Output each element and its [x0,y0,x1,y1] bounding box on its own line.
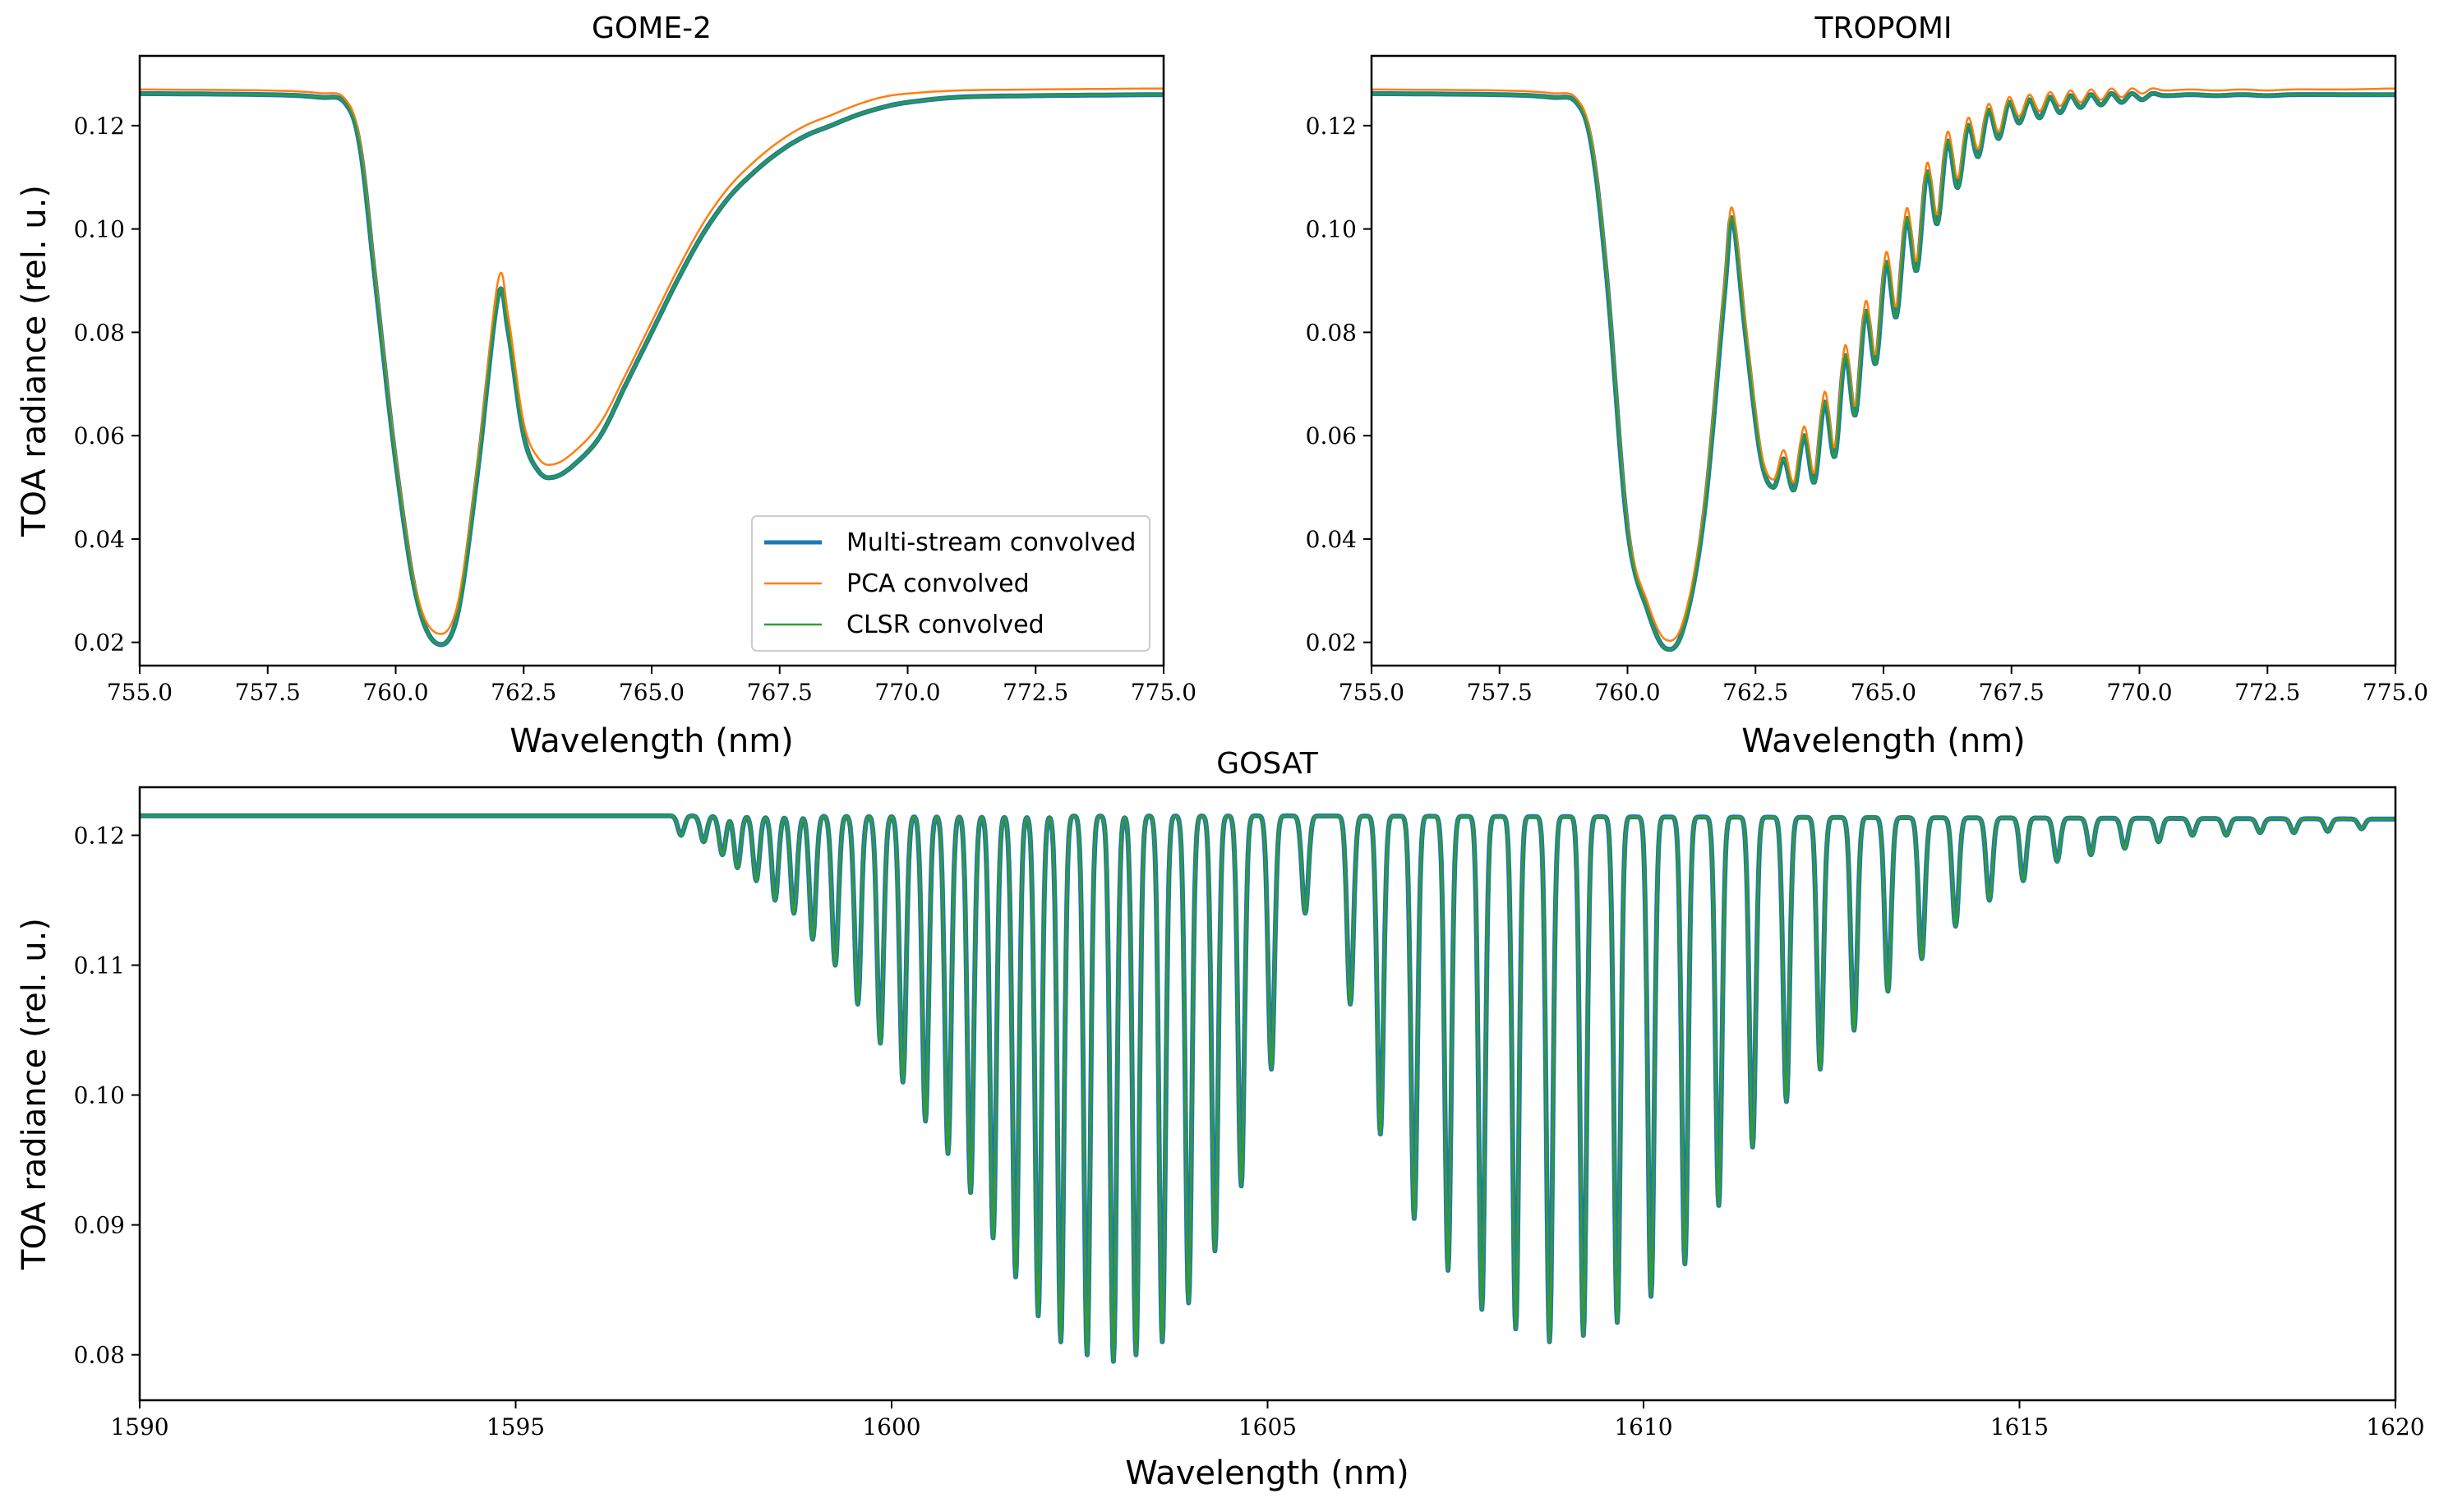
tropomi-x-tick-label: 755.0 [1339,679,1404,706]
gosat-x-tick-label: 1610 [1614,1413,1672,1441]
gome2-series-clsr-convolved [140,92,1164,646]
gosat-y-tick-label: 0.12 [74,822,125,849]
tropomi-x-tick-label: 775.0 [2363,679,2428,706]
tropomi-y-tick-label: 0.04 [1306,526,1357,553]
gosat-plot-area [140,813,2395,1364]
gome2-x-tick-label: 762.5 [491,679,556,706]
gome2-y-tick-label: 0.06 [74,422,125,449]
tropomi-x-tick-label: 772.5 [2234,679,2300,706]
gosat-x-tick-label: 1600 [862,1413,920,1441]
tropomi-frame [1370,54,2397,667]
tropomi-x-tick-label: 770.0 [2106,679,2172,706]
gosat-x-tick-label: 1620 [2366,1413,2424,1441]
gome2-y-tick-label: 0.10 [74,216,125,243]
gome2-x-tick-label: 765.0 [619,679,685,706]
gosat-y-tick-label: 0.08 [74,1342,125,1369]
gome2-x-axis-label: Wavelength (nm) [509,722,794,760]
gome2-y-ticks: 0.02 0.04 0.06 0.08 0.10 0.12 [74,113,140,657]
gome2-x-tick-label: 772.5 [1003,679,1068,706]
gosat-y-tick-label: 0.09 [74,1212,125,1239]
tropomi-title: TROPOMI [1814,12,1952,45]
tropomi-y-tick-label: 0.12 [1306,113,1357,140]
legend-label-pca: PCA convolved [846,569,1030,598]
tropomi-panel: TROPOMI 755.0 757.5 760.0 762.5 765.0 767.5 77… [1306,12,2428,760]
legend: Multi-stream convolved PCA convolved CLS… [751,515,1150,652]
gosat-series-multi-stream-convolved [140,813,2395,1364]
tropomi-x-ticks: 755.0 757.5 760.0 762.5 765.0 767.5 770.0 772.5… [1339,666,2428,706]
tropomi-x-tick-label: 762.5 [1722,679,1788,706]
legend-frame [751,515,1150,652]
tropomi-series-clsr-convolved [1372,92,2395,651]
gome2-x-tick-label: 757.5 [235,679,301,706]
tropomi-x-tick-label: 765.0 [1851,679,1916,706]
tropomi-y-tick-label: 0.02 [1306,629,1357,657]
gosat-series-clsr-convolved [140,814,2395,1362]
gosat-x-axis-label: Wavelength (nm) [1125,1454,1409,1492]
tropomi-y-ticks: 0.02 0.04 0.06 0.08 0.10 0.12 [1306,113,1372,657]
gome2-x-ticks: 755.0 757.5 760.0 762.5 765.0 767.5 770.0 772.5… [107,666,1196,706]
legend-label-multi-stream: Multi-stream convolved [846,528,1136,557]
legend-label-clsr: CLSR convolved [846,611,1044,639]
gosat-x-tick-label: 1590 [110,1413,168,1441]
gosat-x-tick-label: 1615 [1990,1413,2049,1441]
gome2-y-axis-label: TOA radiance (rel. u.) [16,185,53,537]
tropomi-x-tick-label: 757.5 [1467,679,1533,706]
tropomi-x-tick-label: 767.5 [1979,679,2045,706]
gosat-y-ticks: 0.08 0.09 0.10 0.11 0.12 [74,822,140,1369]
tropomi-x-axis-label: Wavelength (nm) [1741,722,2026,760]
gome2-title: GOME-2 [592,12,712,45]
gosat-title: GOSAT [1216,747,1319,781]
gome2-panel: GOME-2 755.0 757.5 760.0 762.5 765.0 767.5 770… [16,12,1196,760]
gome2-y-tick-label: 0.04 [74,526,125,553]
gome2-x-tick-label: 775.0 [1131,679,1196,706]
tropomi-y-tick-label: 0.06 [1306,422,1357,449]
tropomi-series-pca-convolved [1372,87,2395,643]
gome2-y-tick-label: 0.08 [74,319,125,346]
tropomi-x-tick-label: 760.0 [1594,679,1660,706]
gosat-y-axis-label: TOA radiance (rel. u.) [16,918,53,1270]
gome2-x-tick-label: 767.5 [747,679,813,706]
gome2-y-tick-label: 0.02 [74,629,125,657]
gome2-x-tick-label: 760.0 [362,679,428,706]
gome2-x-tick-label: 770.0 [874,679,940,706]
gome2-y-tick-label: 0.12 [74,113,125,140]
gosat-y-tick-label: 0.11 [74,952,125,980]
tropomi-y-tick-label: 0.10 [1306,216,1357,243]
gosat-panel: GOSAT 1590 1595 1600 1605 1610 1615 1620 0.080… [16,747,2425,1492]
gosat-x-tick-label: 1595 [486,1413,545,1441]
gosat-x-tick-label: 1605 [1238,1413,1297,1441]
tropomi-series-multi-stream-convolved [1372,90,2395,652]
gome2-x-tick-label: 755.0 [107,679,173,706]
gome2-plot-area [140,87,1164,648]
tropomi-plot-area [1372,87,2395,652]
gosat-y-tick-label: 0.10 [74,1082,125,1109]
tropomi-y-tick-label: 0.08 [1306,319,1357,346]
gosat-x-ticks: 1590 1595 1600 1605 1610 1615 1620 [110,1400,2425,1441]
